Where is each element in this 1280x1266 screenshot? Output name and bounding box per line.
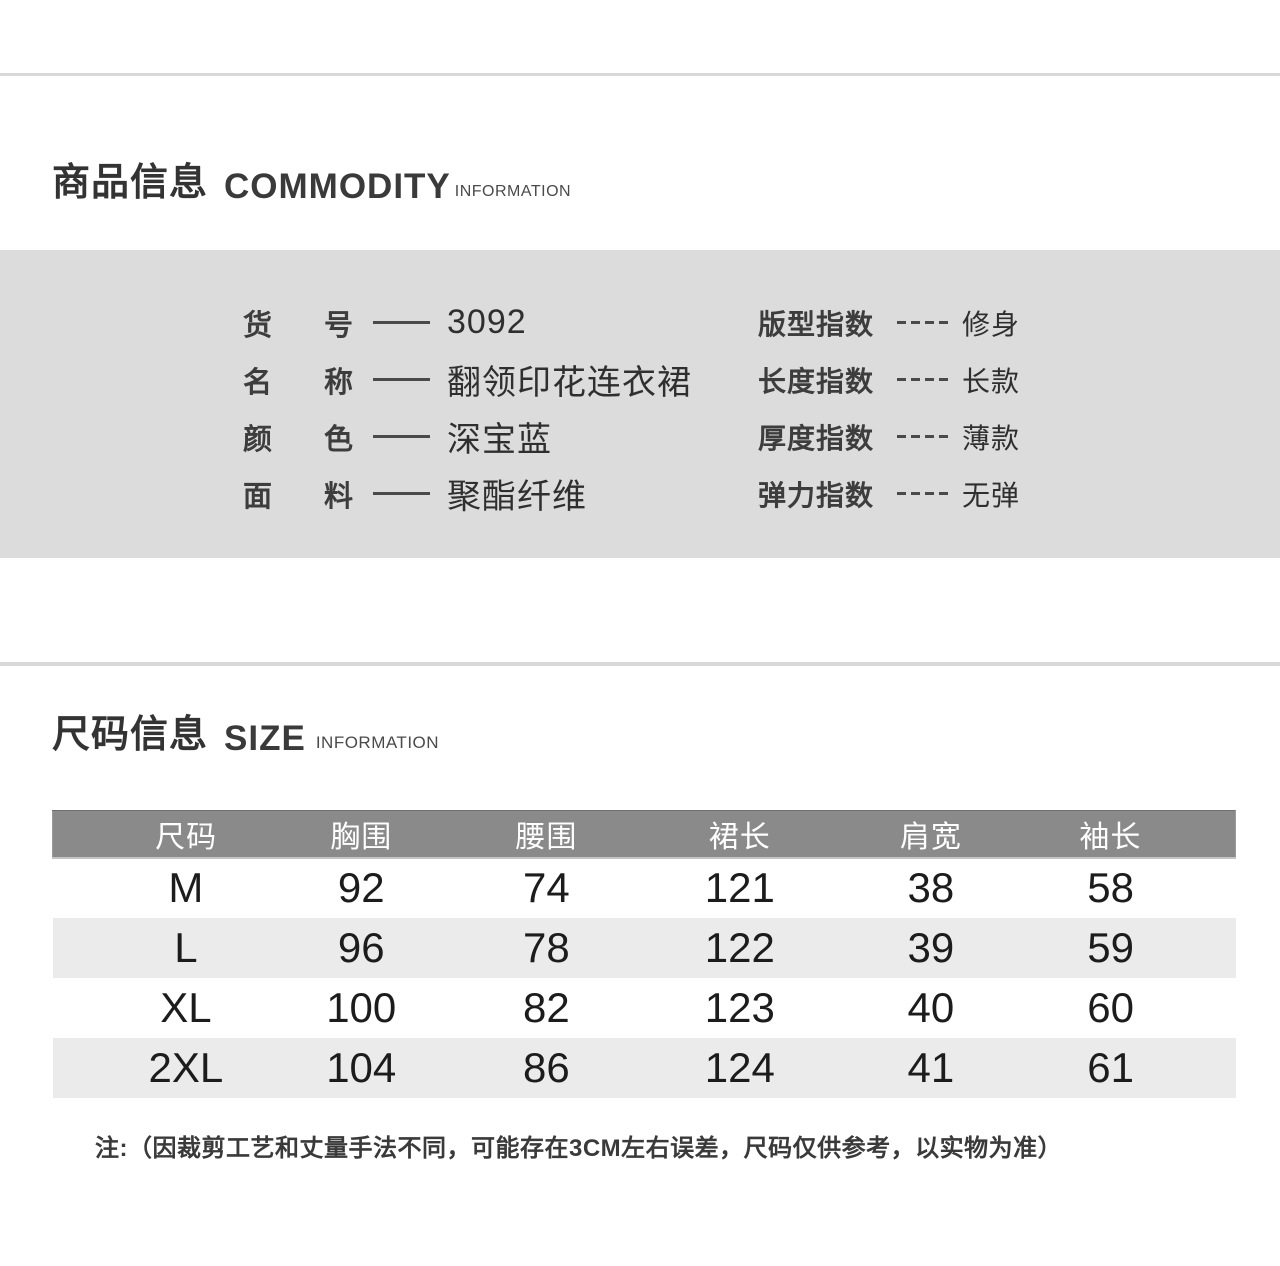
cell-sleeve: 60 xyxy=(1087,983,1134,1031)
column-header-size: 尺码 xyxy=(52,810,272,859)
info-label-char: 货 xyxy=(243,309,273,342)
table-row-l: L 96 78 122 39 59 xyxy=(52,917,1236,978)
info-label-char: 色 xyxy=(323,423,353,456)
cell-sleeve: 61 xyxy=(1087,1043,1134,1091)
info-label: 厚度指数 xyxy=(758,422,875,454)
cell-bust: 100 xyxy=(326,983,397,1031)
info-value: 无弹 xyxy=(962,479,1021,511)
info-value: 翻领印花连衣裙 xyxy=(447,364,692,402)
dashed-line xyxy=(897,492,954,495)
dashed-line xyxy=(897,435,954,438)
size-table: 尺码 胸围 腰围 裙长 肩宽 袖长 M 92 74 121 38 58 L 96… xyxy=(52,810,1236,1098)
info-label: 名 称 xyxy=(243,359,353,401)
info-value: 修身 xyxy=(962,308,1021,340)
cell-bust: 96 xyxy=(337,923,385,971)
info-row-item-number: 货 号 3092 xyxy=(243,294,692,351)
size-title-sub: INFORMATION xyxy=(315,733,440,752)
dashed-line xyxy=(897,378,954,381)
cell-skirt-length: 124 xyxy=(704,1043,775,1091)
info-label: 货 号 xyxy=(243,302,353,344)
info-label: 颜 色 xyxy=(243,416,353,458)
table-row-xl: XL 100 82 123 40 60 xyxy=(53,978,1236,1038)
info-row-color: 颜 色 深宝蓝 xyxy=(243,408,692,465)
info-label: 长度指数 xyxy=(758,365,875,397)
commodity-info-box: 货 号 3092 名 称 翻领印花连衣裙 颜 色 深 xyxy=(0,250,1280,558)
size-table-header-row: 尺码 胸围 腰围 裙长 肩宽 袖长 xyxy=(52,810,1236,859)
column-header-skirt-length: 裙长 xyxy=(641,810,838,859)
table-row-m: M 92 74 121 38 58 xyxy=(53,858,1236,918)
info-label: 版型指数 xyxy=(758,308,875,340)
info-value: 聚酯纤维 xyxy=(447,478,587,516)
info-value: 3092 xyxy=(447,303,527,341)
column-header-bust: 胸围 xyxy=(271,810,452,859)
cell-sleeve: 59 xyxy=(1087,923,1134,971)
info-value: 薄款 xyxy=(962,422,1021,454)
info-column-right: 版型指数 修身 长度指数 长款 厚度指数 薄款 弹力指数 无弹 xyxy=(758,294,1020,522)
info-row-fit-index: 版型指数 修身 xyxy=(758,294,1020,351)
info-row-name: 名 称 翻领印花连衣裙 xyxy=(243,351,692,408)
cell-waist: 86 xyxy=(523,1043,570,1091)
info-row-stretch-index: 弹力指数 无弹 xyxy=(758,465,1020,522)
info-row-fabric: 面 料 聚酯纤维 xyxy=(243,465,692,522)
cell-waist: 74 xyxy=(523,864,570,911)
dash-line xyxy=(373,378,430,381)
cell-shoulder: 38 xyxy=(907,864,955,911)
column-header-shoulder: 肩宽 xyxy=(837,810,1024,859)
cell-shoulder: 40 xyxy=(907,983,955,1031)
info-label-char: 称 xyxy=(323,366,353,399)
info-label: 面 料 xyxy=(243,473,353,515)
commodity-title-sub: INFORMATION xyxy=(454,183,572,200)
commodity-title-en: COMMODITY xyxy=(224,166,451,206)
info-label-char: 料 xyxy=(323,480,353,513)
section-divider xyxy=(0,662,1280,666)
info-column-left: 货 号 3092 名 称 翻领印花连衣裙 颜 色 深 xyxy=(243,294,692,522)
size-section-header: 尺码信息 SIZE INFORMATION xyxy=(52,712,439,758)
size-title-cn: 尺码信息 xyxy=(52,714,209,757)
cell-size: L xyxy=(174,923,198,971)
column-header-sleeve: 袖长 xyxy=(1023,810,1236,859)
info-label-char: 颜 xyxy=(243,423,273,456)
cell-shoulder: 41 xyxy=(907,1043,955,1091)
cell-skirt-length: 122 xyxy=(704,923,775,971)
cell-bust: 104 xyxy=(326,1043,397,1091)
info-label-char: 号 xyxy=(323,309,353,342)
info-label-char: 面 xyxy=(243,480,273,513)
cell-skirt-length: 121 xyxy=(704,864,775,911)
cell-bust: 92 xyxy=(337,864,385,911)
info-row-thickness-index: 厚度指数 薄款 xyxy=(758,408,1020,465)
cell-skirt-length: 123 xyxy=(704,983,775,1031)
table-row-2xl: 2XL 104 86 124 41 61 xyxy=(52,1037,1236,1098)
info-value: 长款 xyxy=(962,365,1021,397)
dash-line xyxy=(373,492,430,495)
cell-shoulder: 39 xyxy=(907,923,955,971)
cell-waist: 78 xyxy=(523,923,570,971)
cell-waist: 82 xyxy=(523,983,570,1031)
commodity-title-cn: 商品信息 xyxy=(52,162,209,205)
commodity-section-header: 商品信息 COMMODITY INFORMATION xyxy=(52,160,571,206)
size-title-en: SIZE xyxy=(224,718,306,758)
info-row-length-index: 长度指数 长款 xyxy=(758,351,1020,408)
cell-size: 2XL xyxy=(148,1043,224,1091)
cell-size: XL xyxy=(160,983,212,1031)
dash-line xyxy=(373,435,430,438)
size-note: 注:（因裁剪工艺和丈量手法不同，可能存在3CM左右误差，尺码仅供参考，以实物为准… xyxy=(95,1135,1063,1162)
column-header-waist: 腰围 xyxy=(451,810,642,859)
top-divider xyxy=(0,73,1280,76)
dash-line xyxy=(373,321,430,324)
info-label: 弹力指数 xyxy=(758,479,875,511)
cell-sleeve: 58 xyxy=(1087,864,1134,911)
dashed-line xyxy=(897,321,954,324)
info-label-char: 名 xyxy=(243,366,273,399)
cell-size: M xyxy=(168,864,204,911)
info-value: 深宝蓝 xyxy=(447,421,552,459)
